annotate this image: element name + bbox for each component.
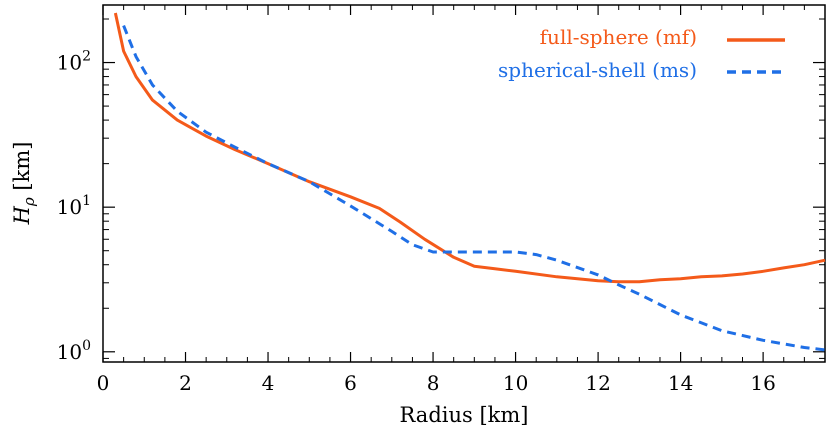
ticks-layer [102,5,825,362]
y-tick-label: 101 [57,193,91,219]
series-line-spherical-shell [122,25,826,352]
y-axis-label-sub: ρ [20,197,38,207]
labels-layer: 0 2 4 6 8 10 12 14 16 100 101 102 [57,49,776,395]
y-axis-label-main: H [10,205,34,225]
x-tick-label: 4 [262,371,275,395]
x-tick-label: 10 [503,371,528,395]
plot-frame [102,4,826,363]
x-axis-label: Radius [km] [400,403,529,427]
x-tick-label: 6 [344,371,357,395]
legend-label-spherical-shell: spherical-shell (ms) [498,58,697,82]
x-tick-label: 16 [750,371,775,395]
series-layer [113,12,826,352]
y-tick-label: 102 [57,49,91,75]
series-line-full-sphere [113,12,826,284]
x-tick-label: 2 [179,371,192,395]
x-tick-label: 8 [427,371,440,395]
y-axis-label-unit: [km] [10,142,34,198]
legend-label-full-sphere: full-sphere (mf) [540,25,697,49]
plot-border [102,4,826,363]
x-tick-label: 0 [97,371,110,395]
x-tick-label: 14 [668,371,693,395]
y-axis-label: Hρ [km] [10,142,38,226]
x-tick-label: 12 [585,371,610,395]
legend: full-sphere (mf) spherical-shell (ms) [498,25,785,82]
y-tick-label: 100 [57,338,91,364]
